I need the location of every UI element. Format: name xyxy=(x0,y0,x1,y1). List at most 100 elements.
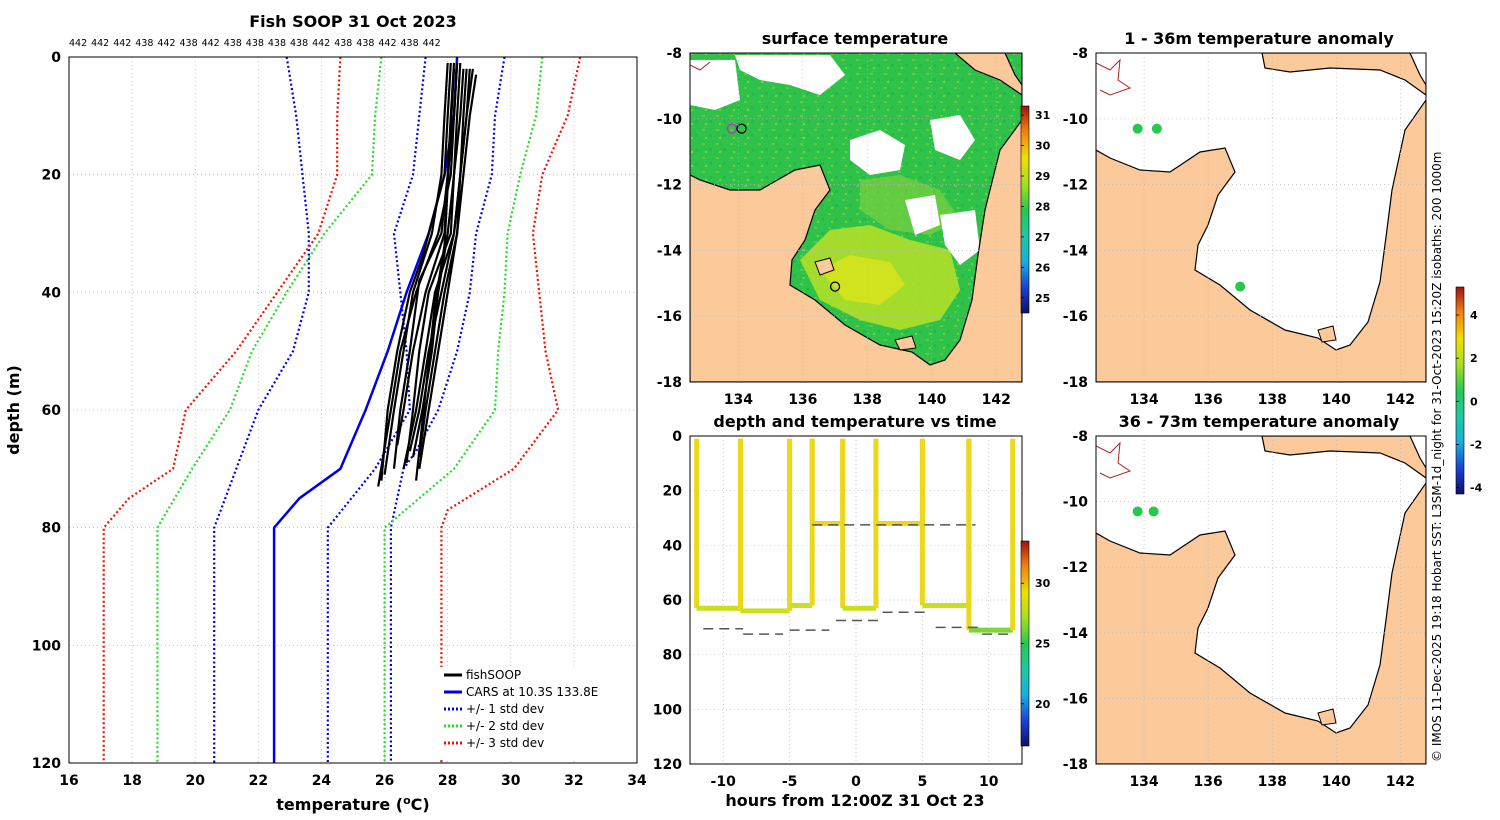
colorbar-tick-label: 30 xyxy=(1035,140,1051,153)
anomaly-point xyxy=(1132,123,1143,134)
y-tick-label: 60 xyxy=(663,593,683,609)
profile-top-labels: 442 442 442 438 442 438 442 438 438 438 438 442 438 4… xyxy=(69,38,441,49)
map-y-tick-label: -8 xyxy=(1072,429,1088,445)
anomaly-deep-panel: 36 - 73m temperature anomaly 134 136 138 14… xyxy=(1063,286,1483,790)
map-y-tick-label: -18 xyxy=(1063,757,1088,773)
land-island xyxy=(1317,708,1337,726)
fish-profile-line xyxy=(396,62,456,446)
depth-time-colorbar-ticks: 20 25 30 xyxy=(1021,577,1051,711)
colorbar-tick-label: 29 xyxy=(1035,170,1050,183)
top-label: 442 xyxy=(91,38,109,49)
series-line-std3 xyxy=(102,57,342,763)
map-x-tick-label: 142 xyxy=(982,392,1011,408)
x-tick-label: 32 xyxy=(564,773,583,789)
legend-entry: +/- 2 std dev xyxy=(466,719,544,733)
series-line-std2 xyxy=(156,57,383,763)
map-x-tick-label: 134 xyxy=(724,392,753,408)
cloud-gap xyxy=(905,195,940,235)
x-tick-label: 0 xyxy=(851,774,861,790)
map-y-tick-label: -12 xyxy=(1063,560,1088,576)
anomaly-colorbar-ticks: -4 -2 0 2 4 xyxy=(1456,309,1483,495)
anomaly-colorbar xyxy=(1455,286,1465,495)
top-label: 438 xyxy=(135,38,153,49)
anomaly-deep-title: 36 - 73m temperature anomaly xyxy=(1119,412,1400,431)
map-x-tick-label: 140 xyxy=(917,392,946,408)
y-tick-label: 80 xyxy=(42,521,62,537)
y-tick-label: 100 xyxy=(32,638,61,654)
map-y-tick-label: -18 xyxy=(1063,375,1088,391)
anomaly-point xyxy=(1235,281,1246,292)
y-tick-label: 0 xyxy=(672,429,682,445)
profile-title: Fish SOOP 31 Oct 2023 xyxy=(249,12,457,31)
sst-map-title: surface temperature xyxy=(762,29,949,48)
colorbar-tick-label: 26 xyxy=(1035,261,1051,274)
fish-profile-line xyxy=(383,62,449,475)
map-x-tick-label: 138 xyxy=(853,392,882,408)
colorbar-tick-label: -4 xyxy=(1470,482,1483,495)
sst-map-panel: surface temperature 134 136 138 xyxy=(657,29,1051,408)
map-x-tick-label: 136 xyxy=(788,392,817,408)
cloud-gap xyxy=(930,115,975,160)
profile-frame xyxy=(68,56,638,764)
depth-time-panel: depth and temperature vs time -10 -5 0 5 100… xyxy=(653,412,1051,810)
cloud-gap xyxy=(735,55,845,95)
map-x-tick-label: 142 xyxy=(1386,774,1415,790)
map-y-tick-label: -12 xyxy=(1063,178,1088,194)
colorbar-tick-label: 25 xyxy=(1035,638,1050,651)
anomaly-point xyxy=(1151,123,1162,134)
land-mainland xyxy=(690,118,1022,382)
top-label: 442 xyxy=(378,38,396,49)
x-tick-label: 5 xyxy=(918,774,928,790)
anomaly-deep-points xyxy=(1132,506,1159,517)
anomaly-shallow-panel: 1 - 36m temperature anomaly 134 136 138 140… xyxy=(1063,29,1427,408)
anomaly-deep-frame xyxy=(1095,435,1427,765)
top-label: 438 xyxy=(180,38,198,49)
map-y-tick-label: -16 xyxy=(1063,309,1088,325)
colorbar-tick-label: 4 xyxy=(1470,309,1478,322)
top-label: 438 xyxy=(224,38,242,49)
sst-markers xyxy=(726,123,841,292)
top-label: 442 xyxy=(69,38,87,49)
anomaly-shallow-frame xyxy=(1095,52,1427,383)
fish-profile-line xyxy=(408,68,474,452)
colorbar-tick-label: 0 xyxy=(1470,395,1478,408)
legend-entry: CARS at 10.3S 133.8E xyxy=(466,685,598,699)
map-x-tick-label: 138 xyxy=(1258,392,1287,408)
top-label: 438 xyxy=(401,38,419,49)
map-y-tick-label: -8 xyxy=(666,46,682,62)
y-tick-label: 20 xyxy=(663,484,683,500)
x-tick-label: 16 xyxy=(59,773,78,789)
x-tick-label: -5 xyxy=(782,774,798,790)
top-label: 442 xyxy=(113,38,131,49)
x-tick-label: 10 xyxy=(979,774,999,790)
land-island xyxy=(814,257,835,276)
map-x-tick-label: 136 xyxy=(1194,774,1223,790)
land-newguinea xyxy=(1261,53,1426,96)
sst-ticks: 134 136 138 140 142 -8 -10 -12 -14 -16 -18 xyxy=(657,46,1011,408)
fish-profile-line xyxy=(377,62,459,487)
profile-ylabel: depth (m) xyxy=(4,365,23,455)
isobath-line xyxy=(1096,58,1132,96)
map-x-tick-label: 136 xyxy=(1194,392,1223,408)
colorbar-tick-label: 2 xyxy=(1470,352,1478,365)
legend-entry: fishSOOP xyxy=(466,668,521,682)
isobath-line xyxy=(1096,441,1132,479)
top-label: 438 xyxy=(268,38,286,49)
x-tick-label: 34 xyxy=(627,773,647,789)
anomaly-deep-body xyxy=(1096,436,1426,764)
y-tick-label: 0 xyxy=(51,50,61,66)
depth-time-title: depth and temperature vs time xyxy=(713,412,996,431)
sst-colorbar-ticks: 25 26 27 28 29 30 31 xyxy=(1021,109,1051,305)
colorbar-tick-label: 20 xyxy=(1035,698,1051,711)
anomaly-point xyxy=(1132,506,1143,517)
top-label: 442 xyxy=(157,38,175,49)
map-y-tick-label: -10 xyxy=(1063,495,1089,511)
fish-profile-line xyxy=(405,68,465,464)
y-tick-label: 120 xyxy=(653,757,682,773)
anomaly-shallow-points xyxy=(1132,123,1246,292)
anomaly-deep-ticks: 134 136 138 140 142 -8 -10 -12 -14 -16 -18 xyxy=(1063,429,1415,790)
series-line-std3 xyxy=(440,57,582,763)
legend-box xyxy=(440,667,630,759)
fish-profile-line xyxy=(411,62,462,458)
